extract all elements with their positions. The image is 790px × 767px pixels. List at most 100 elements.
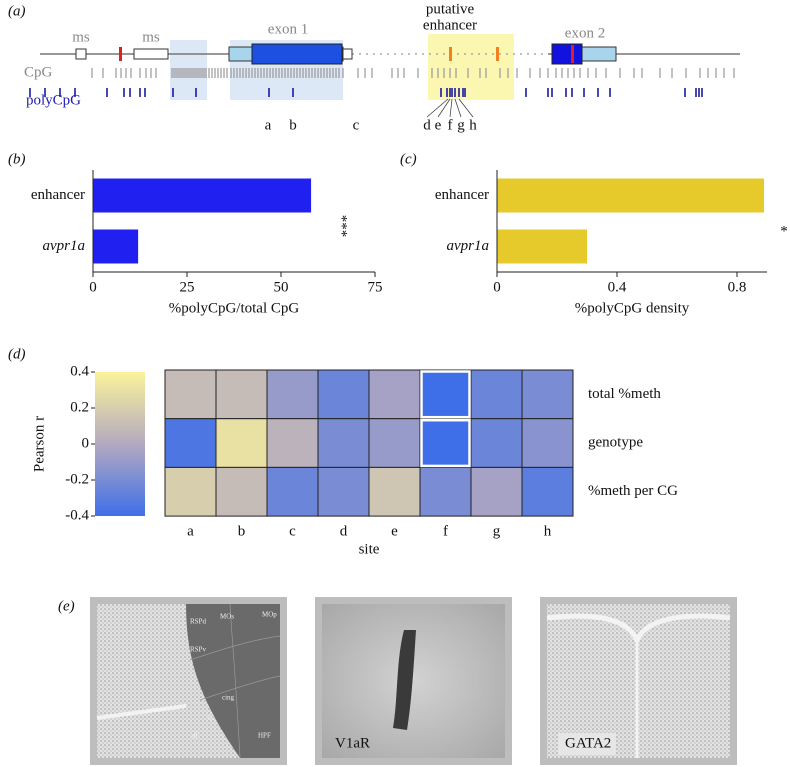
x-tick-label: 50 bbox=[274, 279, 289, 295]
atlas-label: RSPd bbox=[190, 618, 206, 626]
exon bbox=[581, 46, 617, 62]
x-tick-label: 25 bbox=[180, 279, 195, 295]
gene-diagram: ms ms exon 1 exon 2 putative enhancer Cp… bbox=[24, 1, 740, 118]
column-label: a bbox=[187, 524, 194, 540]
x-axis-label: site bbox=[359, 542, 380, 558]
panel-label: (e) bbox=[58, 598, 75, 614]
column-label: e bbox=[391, 524, 398, 540]
label-bg bbox=[558, 733, 616, 755]
atlas-label: MOp bbox=[262, 611, 277, 619]
bar bbox=[93, 229, 139, 264]
box bbox=[342, 48, 353, 60]
enhancer-label: putative bbox=[426, 1, 475, 17]
exon bbox=[551, 43, 583, 65]
colorbar-tick-label: 0.2 bbox=[70, 399, 89, 415]
column-label: b bbox=[238, 524, 246, 540]
heatmap-cell bbox=[419, 418, 472, 468]
heatmap-cell bbox=[368, 369, 421, 420]
row-label: total %meth bbox=[588, 386, 661, 402]
heatmap-cell bbox=[164, 418, 217, 468]
site-label: b bbox=[289, 117, 297, 133]
heatmap-cell bbox=[164, 466, 217, 517]
bar bbox=[93, 178, 312, 213]
connector bbox=[426, 98, 449, 118]
heatmap-cell bbox=[521, 369, 574, 420]
heatmap-cell bbox=[266, 466, 319, 517]
track-label: CpG bbox=[24, 64, 53, 80]
atlas-label: cing bbox=[222, 694, 235, 702]
connector bbox=[458, 98, 474, 118]
heatmap-cell bbox=[317, 418, 370, 468]
highlight bbox=[420, 370, 471, 419]
x-tick-label: 0.4 bbox=[608, 279, 627, 295]
exon bbox=[251, 43, 343, 65]
heatmap-cell bbox=[215, 418, 268, 468]
atlas-lines bbox=[189, 603, 281, 759]
atlas-label: cc bbox=[208, 714, 214, 722]
x-axis-label: %polyCpG/total CpG bbox=[169, 300, 300, 316]
bar bbox=[497, 229, 587, 264]
x-axis-label: %polyCpG density bbox=[575, 300, 690, 316]
heatmap-cell bbox=[470, 466, 523, 517]
site-label: a bbox=[265, 117, 272, 133]
region-label: exon 2 bbox=[565, 25, 605, 41]
enhancer-label: enhancer bbox=[423, 17, 477, 33]
connector bbox=[449, 98, 453, 118]
column-label: f bbox=[443, 524, 448, 540]
colorbar-tick-label: 0 bbox=[82, 435, 90, 451]
column-label: d bbox=[340, 524, 348, 540]
row-label: %meth per CG bbox=[588, 483, 678, 499]
heatmap-cell bbox=[215, 369, 268, 420]
colorbar-tick-label: -0.4 bbox=[65, 507, 89, 523]
shade bbox=[428, 34, 514, 100]
stain bbox=[393, 630, 416, 730]
stain-label: GATA2 bbox=[565, 735, 611, 751]
y-tick-label: avpr1a bbox=[43, 238, 86, 254]
colorbar-tick-label: 0.4 bbox=[70, 363, 89, 379]
annotation: * bbox=[780, 223, 788, 239]
connector bbox=[437, 98, 451, 118]
heatmap-cell bbox=[368, 466, 421, 517]
heatmap-cell bbox=[521, 466, 574, 517]
stain-label: V1aR bbox=[335, 735, 370, 751]
marker bbox=[571, 45, 574, 63]
heatmap-cell bbox=[215, 466, 268, 517]
x-tick-label: 0 bbox=[493, 279, 501, 295]
heatmap-cell bbox=[266, 418, 319, 468]
cpg-ticks bbox=[29, 68, 735, 118]
heatmap-cell bbox=[164, 369, 217, 420]
heatmap-cell bbox=[470, 418, 523, 468]
panel-label: (c) bbox=[400, 151, 417, 167]
panel-label: (d) bbox=[8, 346, 26, 362]
box bbox=[133, 48, 169, 60]
site-label: e bbox=[435, 117, 442, 133]
column-label: g bbox=[493, 524, 501, 540]
marker bbox=[496, 47, 499, 61]
bar bbox=[497, 178, 764, 213]
white-matter bbox=[96, 704, 187, 720]
heatmap-cell bbox=[470, 369, 523, 420]
site-label: f bbox=[448, 117, 453, 133]
site-label: c bbox=[353, 117, 360, 133]
site-label: g bbox=[457, 117, 465, 133]
box bbox=[75, 48, 87, 60]
panel-label: (a) bbox=[8, 3, 26, 19]
track-label: polyCpG bbox=[26, 92, 81, 108]
marker bbox=[449, 47, 452, 61]
panel-label: (b) bbox=[8, 151, 26, 167]
x-tick-label: 0.8 bbox=[728, 279, 747, 295]
heatmap-cell bbox=[317, 466, 370, 517]
colorbar-label: Pearson r bbox=[31, 416, 47, 472]
site-label: d bbox=[423, 117, 431, 133]
row-label: genotype bbox=[588, 434, 643, 450]
y-tick-label: avpr1a bbox=[447, 238, 490, 254]
colorbar bbox=[95, 372, 145, 516]
x-tick-label: 0 bbox=[89, 279, 97, 295]
column-label: h bbox=[544, 524, 552, 540]
marker bbox=[119, 47, 122, 61]
atlas-label: df bbox=[192, 732, 199, 740]
highlight bbox=[420, 418, 471, 468]
column-label: c bbox=[289, 524, 296, 540]
heatmap-cell bbox=[521, 418, 574, 468]
y-tick-label: enhancer bbox=[435, 187, 489, 203]
